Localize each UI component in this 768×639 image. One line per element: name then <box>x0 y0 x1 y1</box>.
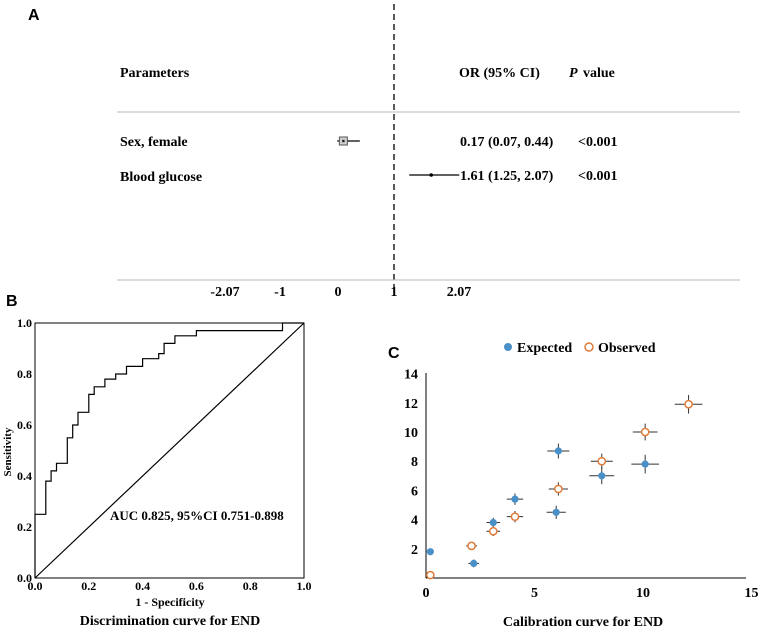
panel-a: A Parameters OR (95% CI) P value Sex, fe… <box>28 4 740 300</box>
point-expected-2 <box>489 518 497 527</box>
point-observed-7 <box>684 399 693 409</box>
row-p-sex: <0.001 <box>578 135 617 150</box>
point-expected-7 <box>641 460 649 468</box>
panel-label-a: A <box>28 7 40 24</box>
calib-ytick-label-0: 2 <box>411 543 418 558</box>
point-observed-1 <box>467 541 476 551</box>
forest-ticks: -2.07 -1 0 1 2.07 <box>210 285 471 300</box>
calib-title: Calibration curve for END <box>503 615 663 630</box>
header-parameters: Parameters <box>120 66 190 81</box>
roc-xtick-label-0: 0.0 <box>28 579 43 593</box>
calib-ytick-label-4: 10 <box>404 426 418 441</box>
calib-xtick-label-1: 5 <box>531 586 538 601</box>
panel-b: B 0.0 0.2 0.4 0.6 0.8 1.0 0.0 0.2 0.4 0.6 0.8 1.0 A… <box>2 293 312 629</box>
calib-points <box>425 394 703 580</box>
calib-xtick-label-0: 0 <box>423 586 430 601</box>
row-or-sex: 0.17 (0.07, 0.44) <box>460 135 554 150</box>
calib-xtick-label-3: 15 <box>745 586 759 601</box>
roc-ytick-label-1: 0.2 <box>17 520 32 534</box>
forest-tick-label-4: 2.07 <box>447 285 472 300</box>
forest-tick-label-1: -1 <box>274 285 286 300</box>
roc-reference-line <box>34 322 305 579</box>
roc-ytick-label-3: 0.6 <box>17 418 32 432</box>
calib-ytick-label-5: 12 <box>404 397 418 412</box>
calib-xtick-label-2: 10 <box>636 586 650 601</box>
roc-ylabel: Sensitivity <box>2 427 14 476</box>
point-observed-3 <box>510 512 520 522</box>
legend-expected-label: Expected <box>517 341 572 356</box>
forest-tick-label-2: 0 <box>335 285 342 300</box>
roc-lines <box>34 322 305 579</box>
forest-tick-label-3: 1 <box>391 285 398 300</box>
point-expected-5 <box>554 447 562 455</box>
header-p-italic: P <box>569 66 578 81</box>
calib-ytick-label-2: 6 <box>411 484 418 499</box>
row-p-glucose: <0.001 <box>578 169 617 184</box>
calib-ytick-label-1: 4 <box>411 514 418 529</box>
calib-ytick-label-3: 8 <box>411 455 418 470</box>
point-observed-4 <box>554 484 563 494</box>
panel-label-c: C <box>388 345 400 362</box>
point-observed-0 <box>425 570 435 580</box>
forest-tick-label-0: -2.07 <box>210 285 239 300</box>
roc-xlabel: 1 - Specificity <box>135 595 204 609</box>
roc-xtick-label-1: 0.2 <box>81 579 96 593</box>
legend-observed-marker <box>584 342 594 352</box>
point-observed-2 <box>488 526 498 536</box>
or-marker-1 <box>429 173 434 177</box>
point-expected-0 <box>426 548 434 556</box>
roc-ytick-label-4: 0.8 <box>17 367 32 381</box>
panel-c: C Expected Observed 0 5 10 15 2 4 6 8 10 12 14 Cal… <box>388 341 759 630</box>
point-expected-6 <box>598 472 606 480</box>
roc-auc-annotation: AUC 0.825, 95%CI 0.751-0.898 <box>110 508 284 523</box>
roc-curve <box>34 322 304 578</box>
roc-ytick-label-5: 1.0 <box>17 316 32 330</box>
roc-xtick-label-4: 0.8 <box>243 579 258 593</box>
roc-xtick-label-5: 1.0 <box>297 579 312 593</box>
row-label-glucose: Blood glucose <box>120 170 202 185</box>
or-marker-center-0 <box>342 139 345 143</box>
row-label-sex: Sex, female <box>120 135 188 150</box>
legend-observed-label: Observed <box>598 341 656 356</box>
forest-marks <box>337 136 460 177</box>
point-expected-3 <box>511 495 519 503</box>
roc-xtick-label-3: 0.6 <box>189 579 204 593</box>
header-or-ci: OR (95% CI) <box>459 66 540 81</box>
header-p-value: value <box>583 66 615 81</box>
roc-plot-area <box>34 322 305 579</box>
point-observed-6 <box>640 427 650 437</box>
point-expected-1 <box>470 559 478 568</box>
roc-ytick-label-2: 0.4 <box>17 469 32 483</box>
roc-ticks: 0.0 0.2 0.4 0.6 0.8 1.0 0.0 0.2 0.4 0.6 0.8 1.0 <box>17 316 312 593</box>
point-observed-5 <box>597 456 607 466</box>
roc-xtick-label-2: 0.4 <box>135 579 150 593</box>
roc-ytick-label-0: 0.0 <box>17 571 32 585</box>
point-expected-4 <box>552 508 560 516</box>
roc-title: Discrimination curve for END <box>80 614 261 629</box>
panel-label-b: B <box>6 293 18 310</box>
calib-ticks: 0 5 10 15 2 4 6 8 10 12 14 <box>404 368 759 601</box>
row-or-glucose: 1.61 (1.25, 2.07) <box>460 169 554 184</box>
legend-expected-marker <box>504 343 512 351</box>
calib-ytick-label-6: 14 <box>404 368 418 383</box>
